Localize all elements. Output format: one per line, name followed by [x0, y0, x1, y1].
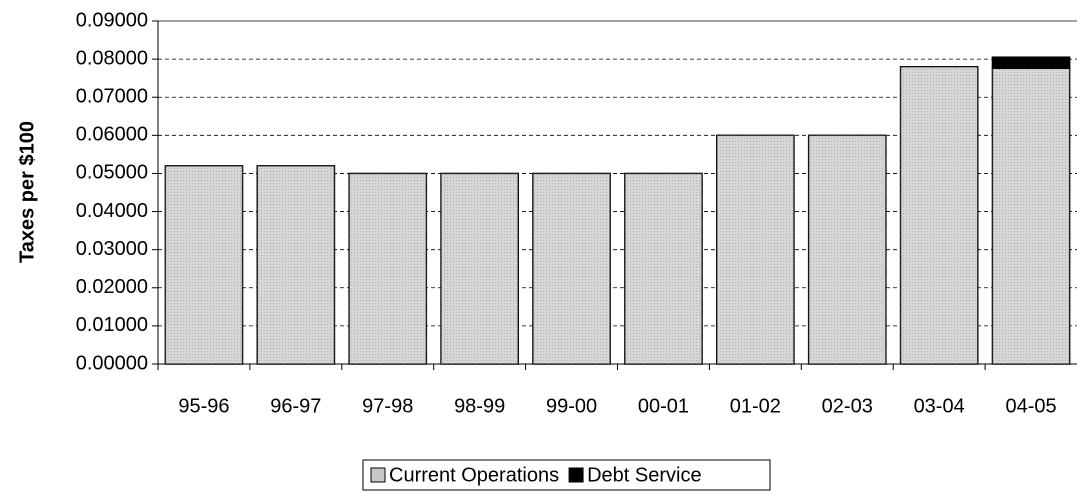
bar-texture: [900, 66, 978, 364]
y-tick-label: 0.06000: [76, 124, 148, 146]
bar-texture: [716, 135, 794, 364]
bar-texture: [257, 165, 335, 364]
y-tick-label: 0.05000: [76, 162, 148, 184]
legend-box: [362, 459, 771, 491]
bar-texture: [992, 68, 1070, 364]
x-tick-label: 01-02: [730, 395, 781, 417]
bar-texture: [165, 165, 243, 364]
x-tick-label: 95-96: [178, 395, 229, 417]
legend-swatch: [568, 467, 584, 483]
bar-texture: [349, 173, 427, 364]
legend-label: Current Operations: [389, 464, 559, 486]
y-tick-label: 0.07000: [76, 86, 148, 108]
y-tick-label: 0.09000: [76, 9, 148, 31]
x-tick-label: 97-98: [362, 395, 413, 417]
bar-texture: [624, 173, 703, 364]
x-tick-label: 98-99: [454, 395, 505, 417]
y-tick-label: 0.01000: [76, 314, 148, 336]
y-tick-label: 0.08000: [76, 47, 148, 69]
x-tick-label: 03-04: [914, 395, 965, 417]
x-tick-label: 02-03: [822, 395, 873, 417]
y-tick-label: 0.00000: [76, 352, 148, 374]
y-tick-label: 0.02000: [76, 276, 148, 298]
x-tick-label: 99-00: [546, 395, 597, 417]
x-tick-label: 04-05: [1005, 395, 1056, 417]
legend-label: Debt Service: [587, 464, 702, 486]
x-tick-label: 00-01: [638, 395, 689, 417]
legend-swatch: [370, 467, 386, 483]
y-axis-label: Taxes per $100: [16, 121, 38, 263]
y-tick-label: 0.04000: [76, 200, 148, 222]
bar-texture: [532, 173, 611, 364]
y-tick-label: 0.03000: [76, 238, 148, 260]
bar-texture: [808, 135, 886, 364]
bar-texture: [441, 173, 519, 364]
bar-segment: [991, 56, 1071, 70]
x-tick-label: 96-97: [270, 395, 321, 417]
